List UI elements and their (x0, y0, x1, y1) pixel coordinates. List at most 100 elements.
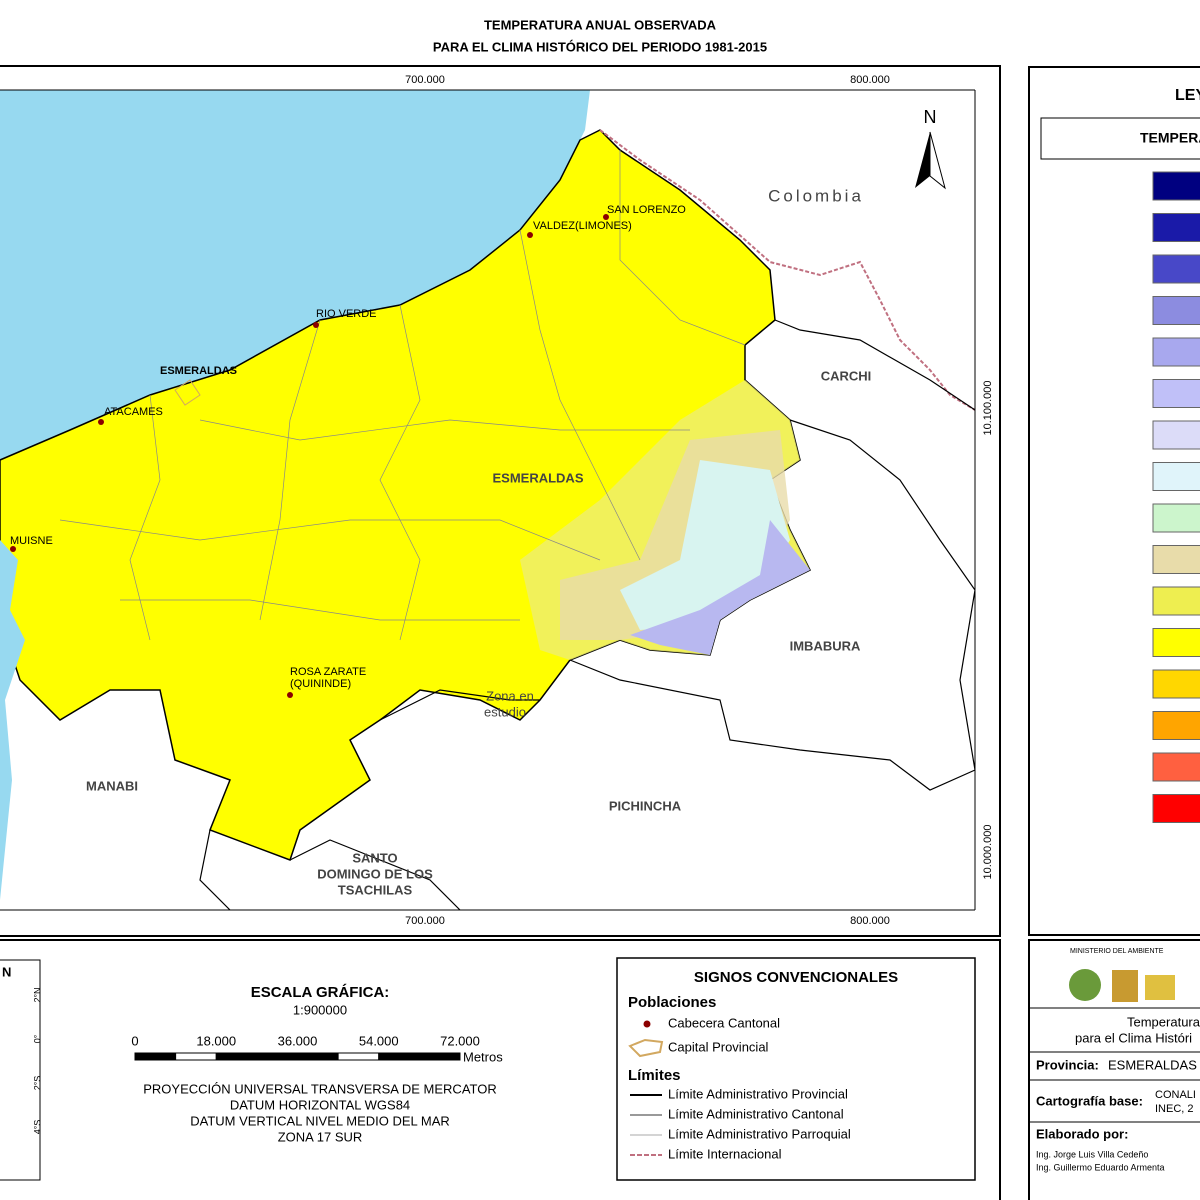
projection-line: ZONA 17 SUR (278, 1129, 363, 1144)
legend-swatch (1152, 711, 1200, 740)
sign-symbol (628, 1038, 664, 1058)
sign-label: Límite Internacional (668, 1146, 782, 1161)
town-label: (QUININDE) (290, 678, 351, 690)
zone-label: estudio (484, 704, 526, 719)
info-label: Elaborado por: (1036, 1126, 1128, 1141)
grid-label: 800.000 (850, 74, 890, 86)
province-border (774, 319, 975, 411)
province-label: IMBABURA (790, 638, 861, 653)
province-label: SANTO (352, 850, 397, 865)
scale-title: ESCALA GRÁFICA: (251, 984, 390, 1001)
province-label: DOMINGO DE LOS (317, 866, 433, 881)
inset-frame (0, 959, 41, 1181)
legend-swatch (1152, 462, 1200, 491)
province-border (379, 689, 540, 721)
legend-swatch (1152, 586, 1200, 616)
author: Ing. Guillermo Eduardo Armenta (1036, 1162, 1165, 1172)
town-label: RIO VERDE (316, 308, 377, 320)
grid-label: 10.000.000 (982, 824, 994, 879)
province-label: ESMERALDAS (492, 470, 583, 485)
legend-swatch (1152, 379, 1200, 408)
info-frame (1028, 939, 1200, 1200)
legend-swatch (1152, 420, 1200, 450)
logo (1112, 970, 1138, 1002)
scale-seg (337, 1052, 380, 1061)
subtitle: PARA EL CLIMA HISTÓRICO DEL PERIODO 1981… (433, 39, 767, 54)
north-label: N (924, 107, 937, 127)
province-border (289, 839, 461, 910)
scale-seg (215, 1052, 258, 1061)
legend-swatch (1152, 254, 1200, 284)
signs-heading: Poblaciones (628, 994, 716, 1011)
lat-label: 2°N (32, 987, 42, 1002)
capital-outline (174, 379, 201, 406)
legend-title: LEYENDA (1175, 87, 1200, 104)
map-area (0, 90, 975, 910)
legend-swatch (1152, 545, 1200, 574)
signs-title: SIGNOS CONVENCIONALES (694, 969, 898, 986)
legend-swatch (1152, 503, 1200, 533)
logo (1069, 969, 1101, 1001)
town-label: SAN LORENZO (607, 204, 686, 216)
sign-label: Capital Provincial (668, 1039, 769, 1054)
zone-label: Zona en (486, 688, 534, 703)
logo (1145, 975, 1175, 1000)
grid-label: 700.000 (405, 74, 445, 86)
lat-label: 2°S (32, 1076, 42, 1091)
sign-label: Límite Administrativo Provincial (668, 1086, 848, 1101)
info-label: Provincia: (1036, 1057, 1099, 1072)
lat-label: 0° (32, 1034, 42, 1043)
place-labels: Colombia SAN LORENZO VALDEZ(LIMONES) RIO… (10, 186, 871, 897)
sign-label: Límite Administrativo Cantonal (668, 1106, 844, 1121)
scale-seg (297, 1052, 339, 1061)
legend-swatch (1152, 337, 1200, 367)
legend-swatch (1152, 171, 1200, 201)
scale-tick: 54.000 (359, 1033, 399, 1048)
ministry: MINISTERIO DEL AMBIENTE (1070, 948, 1164, 955)
legend-box (1040, 117, 1200, 160)
north-arrow (915, 132, 930, 188)
province-border (569, 419, 975, 791)
inset-lats: 2°N 0° 2°S 4°S (32, 987, 42, 1134)
province-border (199, 829, 231, 910)
signs-frame (616, 957, 976, 1181)
scale-tick: 72.000 (440, 1033, 480, 1048)
legend-swatch (1152, 628, 1200, 657)
scale-tick: 0 (131, 1033, 138, 1048)
sign-label: Límite Administrativo Parroquial (668, 1126, 851, 1141)
scale-ratio: 1:900000 (293, 1002, 347, 1017)
scale-tick: 36.000 (278, 1033, 318, 1048)
grid-label: 800.000 (850, 915, 890, 927)
projection-line: PROYECCIÓN UNIVERSAL TRANSVERSA DE MERCA… (143, 1081, 496, 1096)
legend-swatch (1152, 213, 1200, 242)
legend-subtitle: TEMPERATURA (1140, 130, 1200, 146)
capital-label: ESMERALDAS (160, 365, 237, 377)
sign-symbol (643, 1020, 651, 1028)
scale-seg (256, 1052, 298, 1061)
town-label: MUISNE (10, 535, 53, 547)
canton-lines (59, 150, 746, 641)
highland-cold (630, 520, 810, 655)
sea (0, 90, 590, 460)
estuary (0, 540, 25, 900)
province-label: MANABI (86, 778, 138, 793)
international-border (599, 129, 975, 411)
signs-lines: Límite Administrativo Provincial Límite A… (630, 1086, 851, 1161)
scale-seg (378, 1052, 420, 1061)
grid-label: 700.000 (405, 915, 445, 927)
town-points (10, 214, 609, 698)
title: TEMPERATURA ANUAL OBSERVADA (484, 17, 717, 32)
scale-unit: Metros (463, 1049, 503, 1064)
province-label: TSACHILAS (338, 882, 413, 897)
north-arrow (929, 131, 946, 190)
projection-line: DATUM VERTICAL NIVEL MEDIO DEL MAR (190, 1113, 450, 1128)
info-value: CONALI (1155, 1089, 1196, 1101)
town-label: ROSA ZARATE (290, 666, 366, 678)
info-line: Temperatura (1127, 1014, 1200, 1029)
map-frame (0, 65, 1001, 937)
legend-swatch (1152, 669, 1200, 699)
scale-seg (175, 1052, 217, 1061)
scale-seg (134, 1052, 177, 1061)
